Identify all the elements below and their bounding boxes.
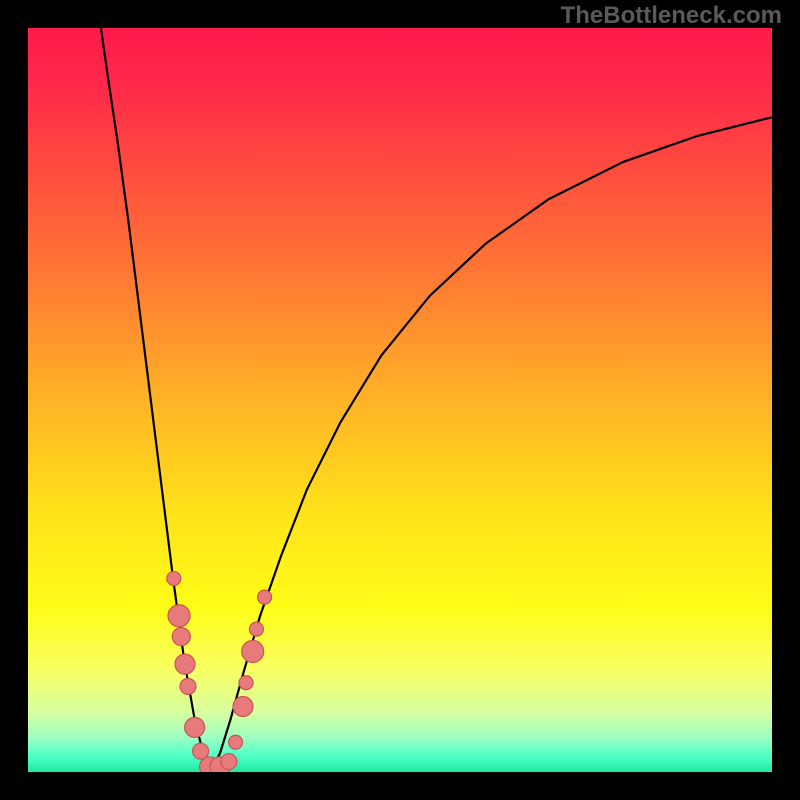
data-marker — [239, 676, 253, 690]
data-marker — [258, 590, 272, 604]
data-marker — [168, 605, 190, 627]
bottleneck-chart — [28, 28, 772, 772]
data-marker — [242, 640, 264, 662]
data-marker — [175, 654, 195, 674]
data-marker — [249, 622, 263, 636]
data-marker — [185, 717, 205, 737]
gradient-background — [28, 28, 772, 772]
data-marker — [167, 572, 181, 586]
data-marker — [172, 628, 190, 646]
watermark-text: TheBottleneck.com — [561, 2, 782, 30]
data-marker — [180, 678, 196, 694]
data-marker — [233, 697, 253, 717]
data-marker — [229, 735, 243, 749]
data-marker — [221, 754, 237, 770]
